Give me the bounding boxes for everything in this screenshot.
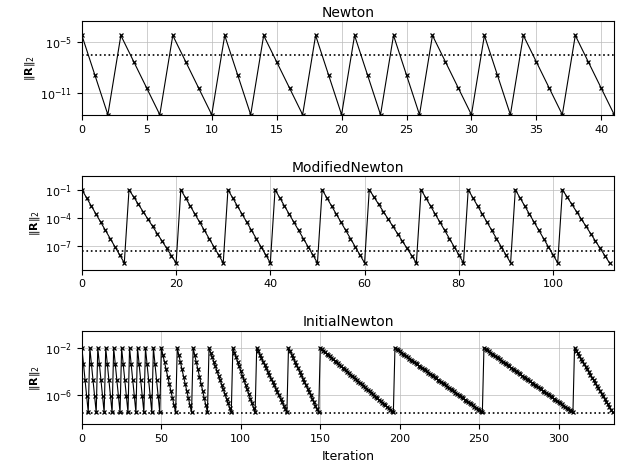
Y-axis label: $\|\mathbf{R}\|_2$: $\|\mathbf{R}\|_2$	[28, 364, 42, 391]
Y-axis label: $\|\mathbf{R}\|_2$: $\|\mathbf{R}\|_2$	[28, 210, 42, 236]
X-axis label: Iteration: Iteration	[321, 450, 375, 463]
Title: InitialNewton: InitialNewton	[302, 316, 394, 330]
Title: ModifiedNewton: ModifiedNewton	[292, 161, 404, 175]
Title: Newton: Newton	[321, 6, 375, 20]
Y-axis label: $\|\mathbf{R}\|_2$: $\|\mathbf{R}\|_2$	[23, 55, 37, 81]
